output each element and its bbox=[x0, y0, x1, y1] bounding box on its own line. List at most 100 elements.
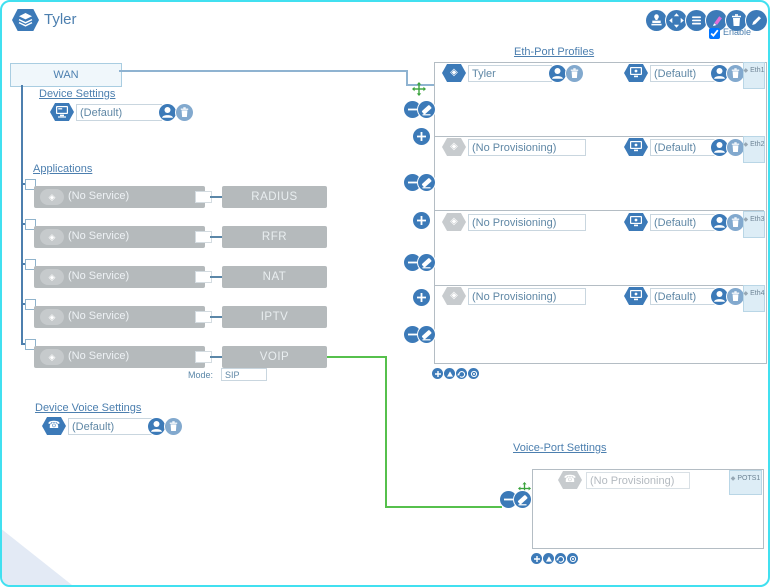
add-row-button[interactable] bbox=[413, 289, 430, 306]
remove-row-button[interactable] bbox=[404, 174, 421, 191]
monitor-icon[interactable] bbox=[624, 213, 648, 231]
redo-icon-button[interactable] bbox=[555, 553, 566, 564]
erase-row-button[interactable] bbox=[418, 254, 435, 271]
delta-icon-button[interactable] bbox=[543, 553, 554, 564]
add-row-button[interactable] bbox=[413, 128, 430, 145]
page-title: Tyler bbox=[44, 11, 77, 28]
radius-app-label[interactable]: RADIUS bbox=[222, 186, 327, 208]
nat-checkbox[interactable] bbox=[25, 259, 36, 270]
person-icon[interactable] bbox=[148, 418, 165, 435]
trash-icon[interactable] bbox=[727, 65, 744, 82]
radius-service-bar[interactable]: ◈ (No Service) bbox=[34, 186, 205, 208]
remove-row-button[interactable] bbox=[500, 491, 517, 508]
wan-node[interactable]: WAN bbox=[10, 63, 122, 87]
trash-icon[interactable] bbox=[176, 104, 193, 121]
trash-icon[interactable] bbox=[727, 214, 744, 231]
eth3-profile-input[interactable] bbox=[650, 214, 715, 231]
person-icon[interactable] bbox=[711, 139, 728, 156]
rfr-service-bar[interactable]: ◈ (No Service) bbox=[34, 226, 205, 248]
remove-row-button[interactable] bbox=[404, 254, 421, 271]
device-voice-profile-input[interactable] bbox=[68, 418, 152, 435]
person-icon[interactable] bbox=[711, 65, 728, 82]
erase-row-button[interactable] bbox=[418, 174, 435, 191]
voice-phone-icon[interactable]: ☎ bbox=[42, 417, 66, 435]
tab-eth2[interactable]: ◆ Eth2 bbox=[743, 136, 765, 163]
nat-app-label[interactable]: NAT bbox=[222, 266, 327, 288]
dot-icon-button[interactable] bbox=[567, 553, 578, 564]
device-settings-heading[interactable]: Device Settings bbox=[39, 88, 116, 100]
applications-heading[interactable]: Applications bbox=[33, 163, 93, 175]
nat-service-bar[interactable]: ◈ (No Service) bbox=[34, 266, 205, 288]
edit-pencil-icon[interactable] bbox=[746, 10, 767, 31]
erase-row-button[interactable] bbox=[418, 101, 435, 118]
iptv-service-bar[interactable]: ◈ (No Service) bbox=[34, 306, 205, 328]
delete-trash-icon[interactable] bbox=[726, 10, 747, 31]
erase-row-button[interactable] bbox=[514, 491, 531, 508]
monitor-icon[interactable] bbox=[624, 287, 648, 305]
rfr-app-label[interactable]: RFR bbox=[222, 226, 327, 248]
voice-port-settings-heading[interactable]: Voice-Port Settings bbox=[513, 442, 607, 454]
voip-service-bar[interactable]: ◈ (No Service) bbox=[34, 346, 205, 368]
service-diamond-icon[interactable]: ◈ bbox=[442, 138, 466, 156]
eth4-service-input[interactable] bbox=[468, 288, 586, 305]
tab-eth3[interactable]: ◆ Eth3 bbox=[743, 211, 765, 238]
delta-icon-button[interactable] bbox=[444, 368, 455, 379]
eth-port-profiles-heading[interactable]: Eth-Port Profiles bbox=[514, 46, 595, 58]
tab-pots1[interactable]: ◆ POTS1 bbox=[729, 470, 762, 495]
app-row-nat: ◈ (No Service) NAT bbox=[2, 259, 768, 288]
redo-icon-button[interactable] bbox=[456, 368, 467, 379]
trash-icon[interactable] bbox=[566, 65, 583, 82]
add-row-button[interactable] bbox=[413, 212, 430, 229]
add-icon-button[interactable] bbox=[432, 368, 443, 379]
trash-icon[interactable] bbox=[727, 288, 744, 305]
device-voice-settings-heading[interactable]: Device Voice Settings bbox=[35, 402, 142, 414]
enable-checkbox[interactable] bbox=[709, 28, 720, 39]
person-icon[interactable] bbox=[711, 288, 728, 305]
voip-app-label[interactable]: VOIP bbox=[222, 346, 327, 368]
details-list-icon[interactable] bbox=[686, 10, 707, 31]
service-diamond-icon[interactable]: ◈ bbox=[442, 287, 466, 305]
voice-port-profile-input[interactable] bbox=[586, 472, 690, 489]
trash-icon[interactable] bbox=[165, 418, 182, 435]
eth2-profile-input[interactable] bbox=[650, 139, 715, 156]
highlighter-icon[interactable] bbox=[706, 10, 727, 31]
device-settings-profile-input[interactable] bbox=[76, 104, 162, 121]
stamp-icon[interactable] bbox=[646, 10, 667, 31]
trash-icon[interactable] bbox=[727, 139, 744, 156]
monitor-icon[interactable] bbox=[624, 138, 648, 156]
dot-icon-button[interactable] bbox=[468, 368, 479, 379]
rfr-checkbox[interactable] bbox=[25, 219, 36, 230]
plug-icon: ◆ bbox=[743, 142, 749, 148]
voip-checkbox[interactable] bbox=[25, 339, 36, 350]
voice-phone-icon[interactable]: ☎ bbox=[558, 471, 582, 489]
service-diamond-icon[interactable]: ◈ bbox=[442, 213, 466, 231]
tab-eth1[interactable]: ◆ Eth1 bbox=[743, 62, 765, 89]
eth3-service-input[interactable] bbox=[468, 214, 586, 231]
tab-eth4[interactable]: ◆ Eth4 bbox=[743, 285, 765, 312]
eth4-profile-input[interactable] bbox=[650, 288, 715, 305]
eth2-service-input[interactable] bbox=[468, 139, 586, 156]
mode-label: Mode: bbox=[188, 370, 214, 380]
person-icon[interactable] bbox=[159, 104, 176, 121]
voip-connector-line bbox=[385, 356, 387, 508]
remove-row-button[interactable] bbox=[404, 101, 421, 118]
eth1-service-input[interactable] bbox=[468, 65, 552, 82]
person-icon[interactable] bbox=[549, 65, 566, 82]
radius-checkbox[interactable] bbox=[25, 179, 36, 190]
iptv-checkbox[interactable] bbox=[25, 299, 36, 310]
service-diamond-icon[interactable]: ◈ bbox=[442, 64, 466, 82]
add-icon-button[interactable] bbox=[531, 553, 542, 564]
monitor-icon[interactable] bbox=[50, 103, 74, 121]
service-value: (No Service) bbox=[68, 190, 130, 202]
port-label: Eth2 bbox=[750, 141, 765, 148]
move-handle-icon[interactable] bbox=[518, 482, 531, 495]
iptv-app-label[interactable]: IPTV bbox=[222, 306, 327, 328]
voip-mode-input[interactable] bbox=[221, 368, 267, 381]
move-handle-icon[interactable] bbox=[412, 82, 426, 96]
erase-row-button[interactable] bbox=[418, 326, 435, 343]
expand-icon[interactable] bbox=[666, 10, 687, 31]
person-icon[interactable] bbox=[711, 214, 728, 231]
eth1-profile-input[interactable] bbox=[650, 65, 715, 82]
monitor-icon[interactable] bbox=[624, 64, 648, 82]
remove-row-button[interactable] bbox=[404, 326, 421, 343]
